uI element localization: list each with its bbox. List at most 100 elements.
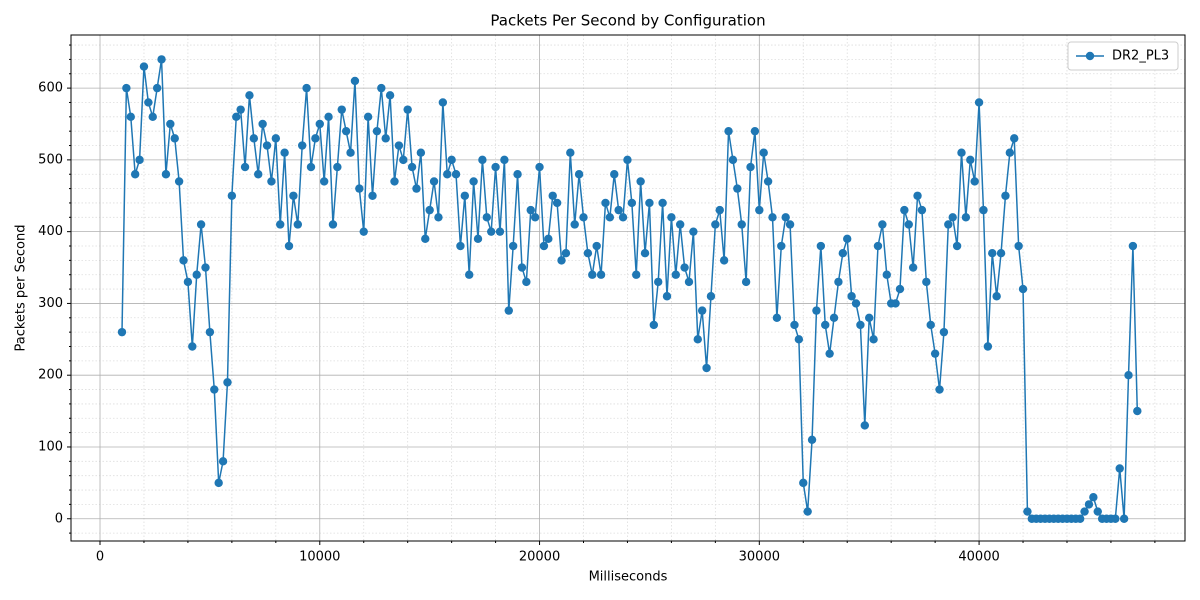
data-point [768, 213, 777, 222]
data-point [504, 306, 513, 315]
data-point [350, 76, 360, 86]
data-point [728, 155, 738, 165]
data-point [816, 241, 826, 251]
data-point [882, 270, 891, 279]
data-point [746, 162, 755, 172]
data-point [276, 220, 285, 229]
data-point [662, 292, 672, 301]
data-point [618, 213, 628, 222]
data-point [1014, 241, 1023, 251]
data-point [904, 220, 913, 229]
data-point [144, 98, 153, 107]
data-point [117, 327, 127, 337]
data-point [355, 184, 364, 193]
data-point [627, 198, 637, 208]
data-point [689, 227, 698, 236]
data-point [601, 198, 610, 208]
data-point [895, 284, 905, 294]
data-point [812, 306, 821, 315]
data-point [794, 335, 804, 344]
data-point [429, 177, 439, 186]
y-tick-label: 400 [38, 224, 63, 239]
data-point [908, 263, 918, 272]
data-point [174, 177, 184, 186]
data-point [671, 270, 680, 279]
data-point [170, 134, 179, 143]
data-point [974, 98, 984, 107]
data-point [122, 83, 131, 93]
data-point [438, 98, 448, 107]
data-point [539, 241, 549, 251]
data-point [139, 62, 149, 71]
data-point [486, 227, 496, 236]
data-point [535, 162, 544, 172]
axes-frame [70, 34, 1186, 542]
data-point [860, 421, 869, 430]
data-point [869, 335, 878, 344]
data-point [658, 198, 667, 208]
data-point [640, 248, 650, 258]
data-point [522, 277, 531, 287]
data-point [478, 155, 487, 165]
y-tick-label: 100 [38, 439, 63, 454]
data-point [403, 105, 412, 114]
data-point [385, 91, 395, 100]
legend-label: DR2_PL3 [1112, 49, 1169, 64]
data-point [693, 335, 702, 344]
data-point [381, 134, 390, 143]
data-point [772, 313, 782, 322]
data-point [900, 205, 909, 215]
data-point [469, 177, 478, 186]
data-point [561, 248, 571, 258]
data-point [399, 155, 408, 165]
data-point [530, 213, 540, 222]
data-point [939, 327, 949, 337]
data-point [922, 277, 931, 287]
data-point [878, 220, 887, 229]
data-point [759, 148, 768, 157]
data-point [311, 134, 320, 143]
data-point [711, 220, 720, 229]
data-point [821, 320, 830, 330]
data-point [161, 170, 171, 179]
data-point [1018, 284, 1028, 294]
data-point [1023, 507, 1032, 516]
data-point [557, 256, 566, 265]
data-point [240, 162, 250, 172]
data-point [333, 162, 342, 172]
data-point [293, 220, 302, 229]
data-point [574, 170, 584, 179]
data-point [1119, 514, 1129, 523]
data-point [513, 170, 522, 179]
data-point [1128, 241, 1138, 251]
data-point [843, 234, 852, 244]
data-point [610, 170, 619, 179]
legend-marker [1085, 51, 1095, 61]
data-point [790, 320, 799, 330]
data-point [249, 134, 259, 143]
data-point [952, 241, 962, 251]
data-point [944, 220, 953, 229]
data-point [152, 83, 162, 93]
data-point [192, 270, 201, 279]
x-tick-label: 20000 [519, 550, 560, 565]
data-point [755, 205, 764, 215]
data-point [988, 248, 997, 258]
data-point [1124, 371, 1133, 380]
data-point [548, 191, 557, 200]
data-point [667, 213, 676, 222]
y-tick-label: 600 [38, 81, 63, 96]
data-point [473, 234, 483, 244]
data-point [781, 213, 790, 222]
data-point [957, 148, 966, 157]
data-point [829, 313, 839, 322]
data-point [460, 191, 470, 200]
data-point [289, 191, 298, 200]
data-point [777, 241, 786, 251]
data-point [680, 263, 689, 272]
data-point [838, 248, 848, 258]
x-axis-label: Milliseconds [589, 570, 668, 585]
data-point [368, 191, 377, 200]
data-point [280, 148, 289, 157]
data-point [1005, 148, 1015, 157]
